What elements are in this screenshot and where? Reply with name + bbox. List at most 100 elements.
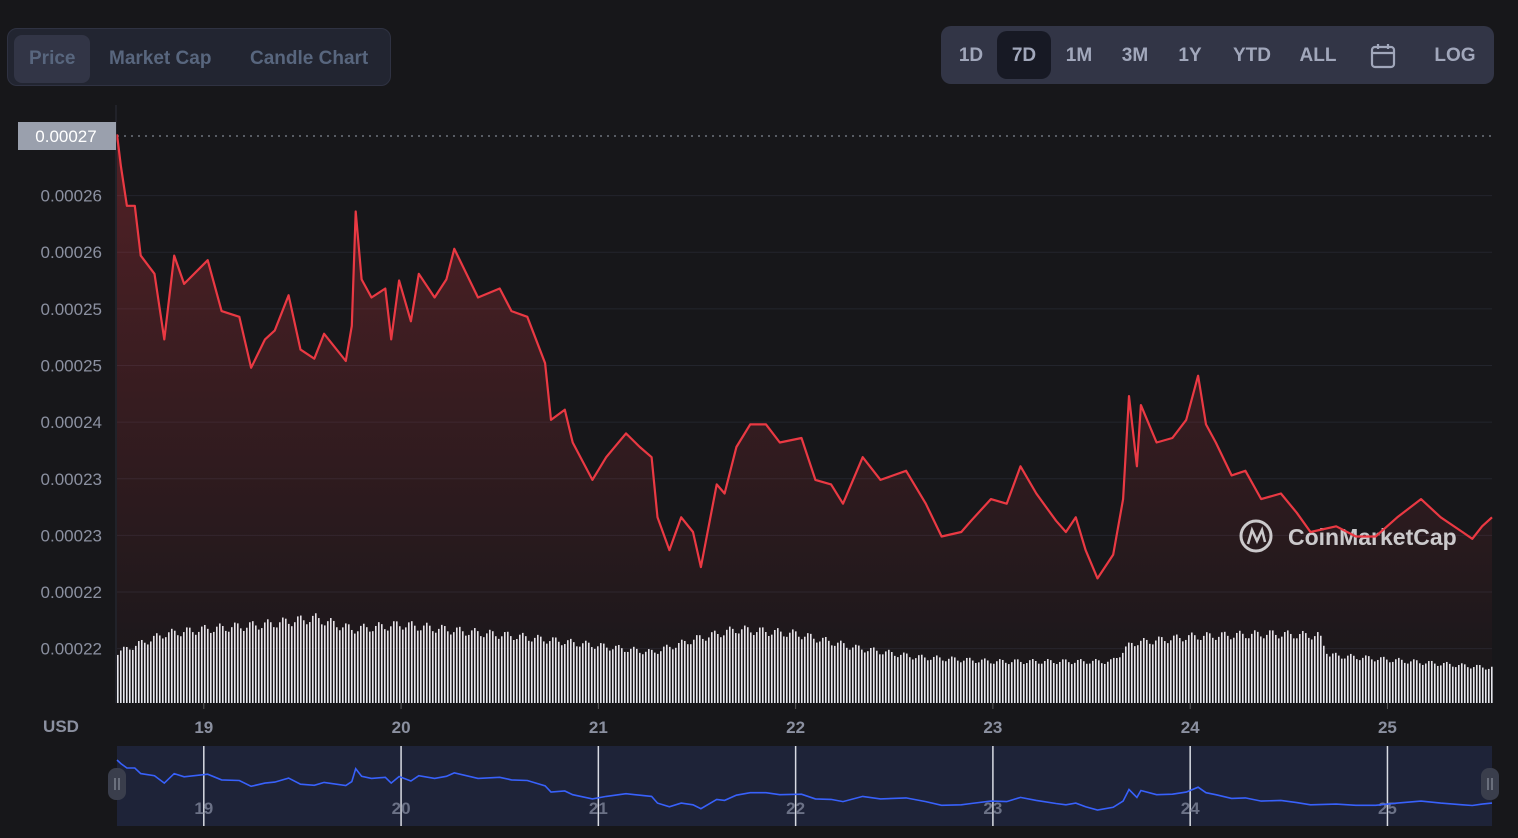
volume-bar bbox=[321, 624, 323, 703]
volume-bar bbox=[1449, 663, 1451, 703]
volume-bar bbox=[222, 626, 224, 703]
volume-bar bbox=[1125, 646, 1127, 703]
volume-bar bbox=[609, 650, 611, 703]
navigator-handle-left[interactable] bbox=[108, 768, 126, 800]
volume-bar bbox=[762, 627, 764, 703]
volume-bar bbox=[630, 648, 632, 703]
range-3m[interactable]: 3M bbox=[1121, 45, 1149, 66]
volume-bar bbox=[1191, 632, 1193, 703]
volume-bar bbox=[231, 627, 233, 703]
volume-bar bbox=[702, 638, 704, 703]
volume-bar bbox=[417, 630, 419, 703]
volume-bar bbox=[735, 633, 737, 703]
volume-bar bbox=[1179, 638, 1181, 703]
volume-bar bbox=[1263, 638, 1265, 703]
volume-bar bbox=[1398, 657, 1400, 703]
volume-bar bbox=[963, 660, 965, 703]
volume-bar bbox=[357, 631, 359, 703]
range-1y[interactable]: 1Y bbox=[1178, 45, 1202, 66]
volume-bar bbox=[399, 626, 401, 703]
volume-bar bbox=[720, 637, 722, 703]
y-tick-label: 0.00025 bbox=[41, 356, 102, 375]
volume-bar bbox=[1008, 664, 1010, 703]
volume-bar bbox=[687, 644, 689, 703]
volume-bar bbox=[1158, 636, 1160, 703]
volume-bar bbox=[513, 639, 515, 703]
volume-bar bbox=[1056, 664, 1058, 703]
volume-bar bbox=[1380, 657, 1382, 703]
volume-bar bbox=[1098, 660, 1100, 703]
volume-bar bbox=[138, 641, 140, 703]
tab-market-cap[interactable]: Market Cap bbox=[109, 48, 212, 69]
range-ytd[interactable]: YTD bbox=[1233, 45, 1271, 66]
x-tick-label: 20 bbox=[392, 718, 411, 737]
volume-bar bbox=[615, 645, 617, 703]
volume-bar bbox=[1029, 660, 1031, 703]
volume-bar bbox=[459, 626, 461, 703]
volume-bar bbox=[384, 629, 386, 703]
volume-bar bbox=[1416, 660, 1418, 703]
navigator[interactable] bbox=[117, 746, 1492, 826]
volume-bar bbox=[519, 634, 521, 703]
volume-bar bbox=[1002, 659, 1004, 703]
volume-bar bbox=[141, 639, 143, 703]
volume-bar bbox=[564, 644, 566, 703]
volume-bar bbox=[378, 622, 380, 703]
range-1d[interactable]: 1D bbox=[958, 45, 984, 66]
x-tick-label: 23 bbox=[983, 718, 1002, 737]
tab-candle-chart[interactable]: Candle Chart bbox=[250, 48, 369, 69]
volume-bar bbox=[1206, 632, 1208, 703]
volume-bar bbox=[351, 629, 353, 703]
volume-bar bbox=[432, 631, 434, 703]
volume-bar bbox=[117, 654, 119, 703]
volume-bar bbox=[975, 662, 977, 703]
navigator-tick-label: 20 bbox=[392, 799, 411, 818]
volume-bar bbox=[1269, 630, 1271, 703]
tab-price[interactable]: Price bbox=[14, 35, 91, 83]
volume-bar bbox=[159, 635, 161, 703]
range-all[interactable]: ALL bbox=[1299, 45, 1337, 66]
volume-bar bbox=[717, 633, 719, 703]
volume-bar bbox=[1215, 639, 1217, 703]
calendar-button[interactable] bbox=[1361, 31, 1405, 79]
volume-bar bbox=[267, 619, 269, 703]
volume-bar bbox=[1188, 635, 1190, 703]
volume-bar bbox=[1371, 659, 1373, 703]
volume-bar bbox=[192, 632, 194, 703]
volume-bar bbox=[990, 663, 992, 703]
volume-bar bbox=[1386, 659, 1388, 703]
x-tick-label: 24 bbox=[1181, 718, 1200, 737]
range-1m[interactable]: 1M bbox=[1065, 45, 1093, 66]
volume-bar bbox=[1389, 662, 1391, 703]
range-7d[interactable]: 7D bbox=[997, 31, 1051, 79]
volume-bar bbox=[435, 632, 437, 703]
volume-bar bbox=[627, 651, 629, 703]
y-axis-unit: USD bbox=[43, 717, 79, 736]
navigator-handle-right[interactable] bbox=[1481, 768, 1499, 800]
volume-bar bbox=[1335, 652, 1337, 703]
calendar-icon bbox=[1370, 44, 1396, 69]
volume-bar bbox=[1194, 635, 1196, 703]
volume-bar bbox=[951, 656, 953, 703]
volume-bar bbox=[1359, 660, 1361, 703]
volume-bar bbox=[768, 635, 770, 703]
log-toggle[interactable]: LOG bbox=[1434, 45, 1476, 66]
volume-bar bbox=[228, 631, 230, 703]
volume-bar bbox=[183, 632, 185, 703]
volume-bar bbox=[732, 628, 734, 703]
x-tick-label: 25 bbox=[1378, 718, 1397, 737]
volume-bar bbox=[327, 621, 329, 703]
volume-bar bbox=[1272, 630, 1274, 703]
volume-bar bbox=[549, 641, 551, 703]
volume-bar bbox=[366, 627, 368, 703]
volume-bar bbox=[1434, 663, 1436, 703]
volume-bar bbox=[681, 639, 683, 703]
volume-bar bbox=[1152, 644, 1154, 703]
volume-bar bbox=[636, 648, 638, 703]
volume-bar bbox=[396, 621, 398, 703]
volume-bar bbox=[1485, 669, 1487, 703]
volume-bar bbox=[162, 638, 164, 703]
volume-bar bbox=[1218, 636, 1220, 703]
volume-bar bbox=[282, 617, 284, 703]
